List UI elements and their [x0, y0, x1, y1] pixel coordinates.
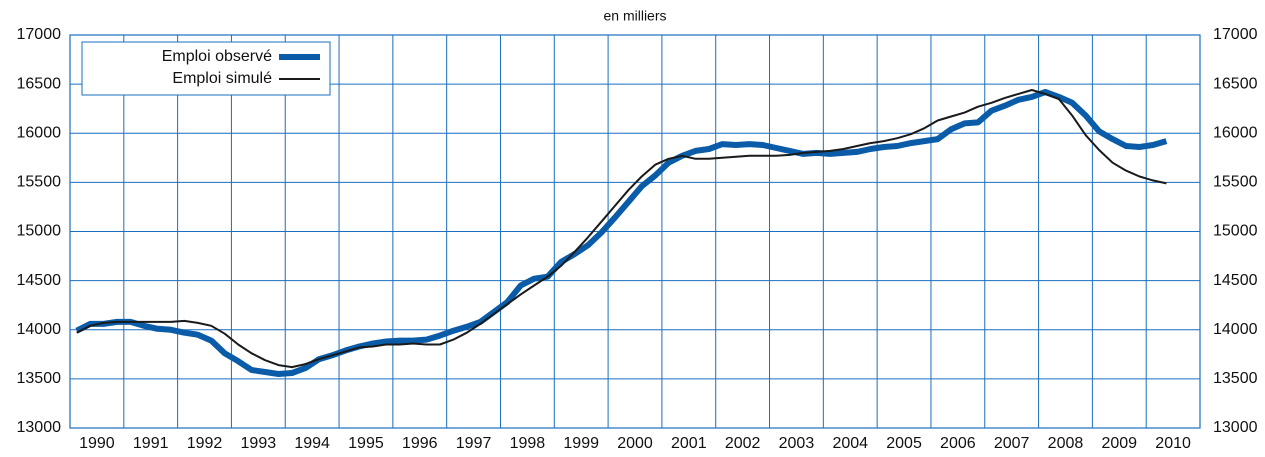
y2-tick-label: 14000 — [1213, 321, 1258, 338]
x-tick-label: 1994 — [294, 435, 330, 452]
y-tick-label: 13500 — [17, 370, 62, 387]
legend-box — [81, 41, 331, 96]
x-tick-label: 2004 — [832, 435, 868, 452]
y2-tick-label: 16500 — [1213, 75, 1258, 92]
x-tick-label: 1998 — [510, 435, 546, 452]
y-tick-label: 15500 — [17, 174, 62, 191]
x-tick-label: 2005 — [886, 435, 922, 452]
x-tick-label: 2008 — [1048, 435, 1084, 452]
y-tick-label: 15000 — [17, 223, 62, 240]
y-tick-label: 16500 — [17, 75, 62, 92]
x-tick-label: 2002 — [725, 435, 761, 452]
x-tick-label: 1995 — [348, 435, 384, 452]
legend-label: Emploi observé — [162, 48, 272, 65]
y-tick-label: 16000 — [17, 124, 62, 141]
x-tick-label: 2001 — [671, 435, 707, 452]
y-tick-label: 14000 — [17, 321, 62, 338]
x-tick-label: 2009 — [1101, 435, 1137, 452]
y2-tick-label: 17000 — [1213, 26, 1258, 43]
x-tick-label: 1997 — [456, 435, 492, 452]
x-tick-label: 2007 — [994, 435, 1030, 452]
y2-tick-label: 13000 — [1213, 419, 1258, 436]
plot-frame — [69, 34, 1201, 429]
y2-tick-label: 16000 — [1213, 124, 1258, 141]
x-tick-label: 1990 — [79, 435, 115, 452]
y2-tick-label: 15500 — [1213, 174, 1258, 191]
series-line — [76, 89, 1167, 369]
x-tick-label: 2000 — [617, 435, 653, 452]
y-tick-label: 13000 — [17, 419, 62, 436]
chart-title: en milliers — [603, 8, 666, 24]
y2-tick-label: 13500 — [1213, 370, 1258, 387]
x-tick-label: 1992 — [187, 435, 223, 452]
x-tick-label: 1993 — [241, 435, 277, 452]
x-tick-label: 1996 — [402, 435, 438, 452]
x-tick-label: 1991 — [133, 435, 169, 452]
series-line — [75, 89, 1168, 377]
x-tick-label: 2010 — [1155, 435, 1191, 452]
y2-tick-label: 15000 — [1213, 223, 1258, 240]
x-tick-label: 1999 — [563, 435, 599, 452]
y2-tick-label: 14500 — [1213, 272, 1258, 289]
legend-label: Emploi simulé — [172, 70, 272, 87]
y-tick-label: 14500 — [17, 272, 62, 289]
x-tick-label: 2003 — [779, 435, 815, 452]
y-tick-label: 17000 — [17, 26, 62, 43]
x-tick-label: 2006 — [940, 435, 976, 452]
